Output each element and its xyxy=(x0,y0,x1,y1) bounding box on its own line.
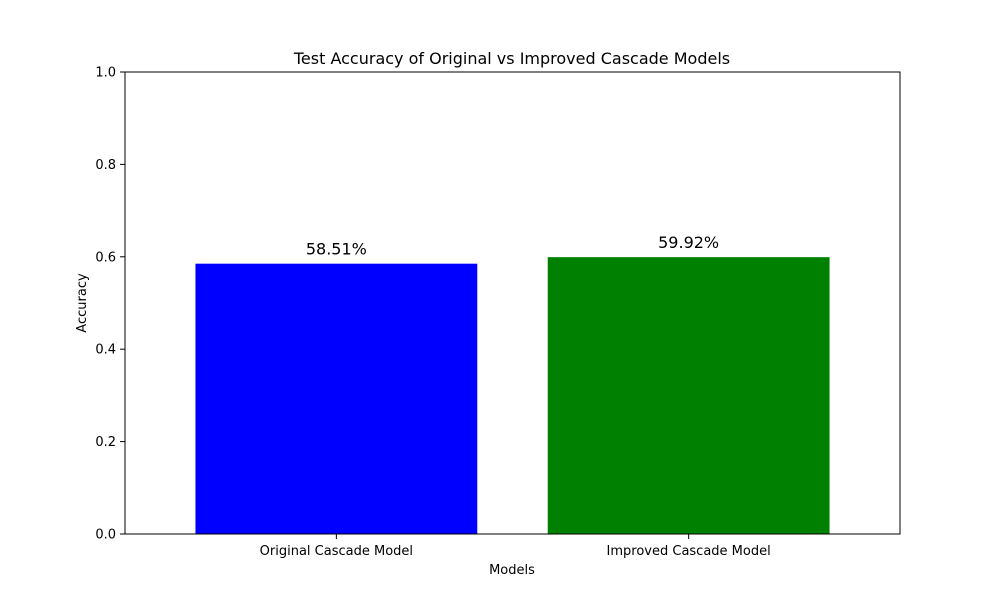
y-tick-label: 0.2 xyxy=(95,435,116,450)
y-tick-label: 0.4 xyxy=(95,343,116,358)
chart-title: Test Accuracy of Original vs Improved Ca… xyxy=(293,49,730,68)
x-tick-label: Improved Cascade Model xyxy=(607,544,771,559)
y-tick-label: 0.6 xyxy=(95,250,116,265)
x-axis-ticks: Original Cascade Model Improved Cascade M… xyxy=(260,534,771,559)
y-tick-label: 0.0 xyxy=(95,528,116,543)
y-axis-title: Accuracy xyxy=(75,273,90,333)
plot-area-frame xyxy=(124,71,901,535)
bar-improved-cascade-model xyxy=(547,257,830,534)
bar-value-label-original-cascade-model: 58.51% xyxy=(306,240,367,259)
y-tick-label: 1.0 xyxy=(95,66,116,81)
bar-value-label-improved-cascade-model: 59.92% xyxy=(658,233,719,252)
x-axis-title: Models xyxy=(489,563,535,578)
bar-original-cascade-model xyxy=(195,263,478,534)
bars-group xyxy=(195,257,830,534)
y-axis-ticks: 0.0 0.2 0.4 0.6 0.8 1.0 xyxy=(95,66,125,543)
y-tick-label: 0.8 xyxy=(95,158,116,173)
x-tick-label: Original Cascade Model xyxy=(260,544,413,559)
bar-value-labels: 58.51% 59.92% xyxy=(306,233,719,259)
